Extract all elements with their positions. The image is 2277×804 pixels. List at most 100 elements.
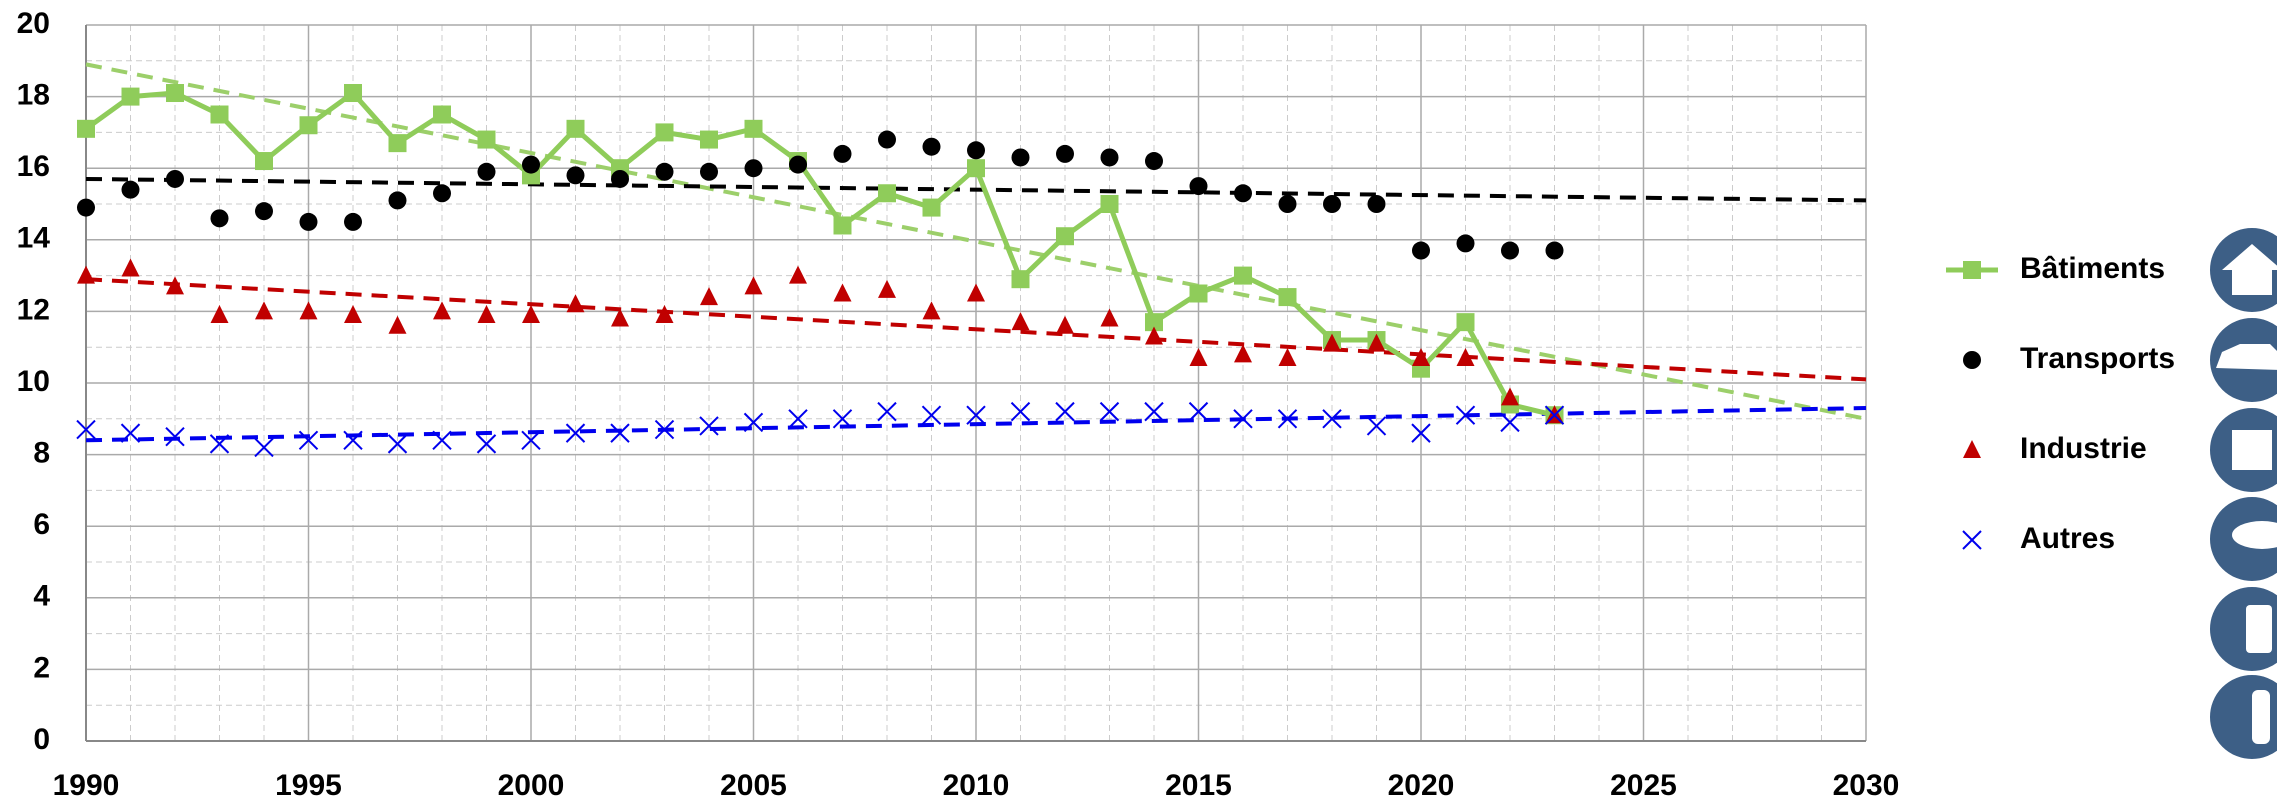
marker [611,308,629,327]
marker [1011,270,1030,289]
trend-line [85,406,1867,443]
legend-marker [1963,351,1981,369]
marker [1277,409,1298,429]
marker [743,412,764,433]
marker [76,419,96,440]
marker [120,423,141,443]
marker [1189,177,1208,196]
marker [433,105,451,124]
marker [833,144,852,163]
y-tick-label: 4 [33,580,50,613]
marker [1145,152,1163,171]
marker [77,198,95,217]
marker [1055,401,1075,422]
marker [1412,347,1430,366]
marker [521,430,541,450]
marker [1322,409,1342,429]
x-tick-label: 2010 [943,769,1010,802]
marker [921,405,942,425]
marker [343,430,363,450]
marker [299,116,318,135]
marker [165,426,185,447]
marker [1544,405,1565,425]
marker [1188,401,1209,422]
marker [699,416,719,436]
marker [387,434,408,454]
marker [1501,387,1519,406]
legend-marker [1963,261,1981,279]
marker [1234,344,1252,363]
marker [1411,423,1431,443]
icons [2206,224,2277,763]
marker [1011,312,1030,331]
marker [166,169,184,188]
marker [1234,184,1252,203]
marker [566,166,585,185]
x-tick-label: 2025 [1610,769,1677,802]
marker [1456,313,1475,332]
marker [209,434,230,454]
marker [565,423,586,443]
marker [1323,333,1341,352]
trend-line [85,62,1867,421]
marker [878,279,896,298]
marker [1145,326,1163,345]
marker [477,130,496,149]
y-tick-label: 8 [33,437,50,470]
x-tick-label: 2020 [1388,769,1455,802]
marker [255,202,273,221]
marker [433,301,451,320]
legend-label: Autres [2020,522,2115,555]
marker [255,152,273,171]
marker [1545,241,1564,260]
marker [1456,347,1475,366]
x-tick-label: 2000 [498,769,565,802]
marker [1412,241,1430,260]
marker [1367,195,1386,213]
marker [1323,195,1341,213]
marker [1010,401,1031,422]
marker [1189,284,1208,303]
marker [1278,288,1297,307]
marker [610,423,630,443]
marker [1144,401,1164,422]
marker [477,162,496,181]
marker [1234,266,1252,285]
marker [833,283,852,302]
marker [121,87,140,106]
marker [1278,347,1297,366]
marker [1056,315,1074,334]
marker [166,276,184,295]
marker [1500,412,1520,433]
legend-label: Bâtiments [2020,252,2165,285]
marker [878,130,896,149]
marker [1056,144,1074,163]
marker [654,419,675,440]
marker [1056,227,1074,246]
marker [388,315,407,334]
marker [522,304,540,323]
marker [344,84,362,103]
marker [433,184,451,203]
marker [1099,401,1120,422]
marker [744,276,763,295]
y-tick-label: 10 [17,365,50,398]
x-tick-label: 2005 [720,769,787,802]
marker [922,137,941,156]
legend-label: Industrie [2020,432,2147,465]
x-tick-label: 2030 [1833,769,1900,802]
marker [1501,241,1519,260]
marker [388,191,407,210]
marker [210,105,229,124]
marker [476,434,497,454]
marker [522,155,540,174]
marker [1233,409,1253,429]
marker [744,119,763,138]
y-tick-label: 14 [17,222,51,255]
marker [1189,347,1208,366]
trend-line [85,176,1867,203]
marker [832,409,853,429]
marker [121,258,140,277]
marker [1145,313,1163,332]
